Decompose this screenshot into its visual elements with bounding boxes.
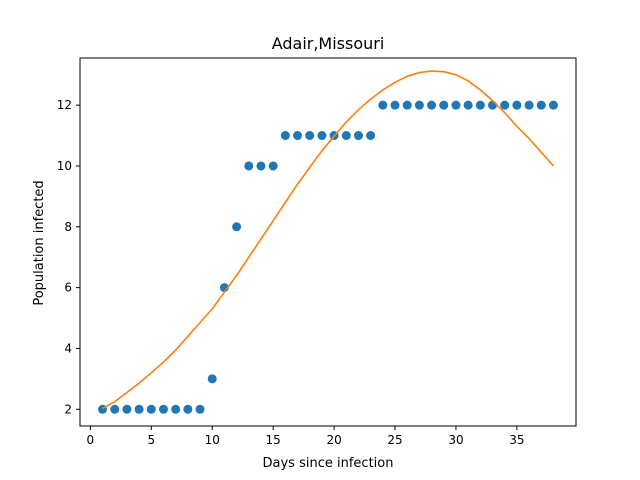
data-point (536, 100, 546, 110)
data-point (512, 100, 522, 110)
data-point (524, 100, 534, 110)
data-point (244, 161, 254, 171)
data-point (207, 374, 217, 384)
data-point (305, 131, 315, 141)
x-tick-label: 35 (509, 433, 524, 447)
data-point (341, 131, 351, 141)
data-point (146, 404, 156, 414)
data-point (463, 100, 473, 110)
x-tick-label: 25 (387, 433, 402, 447)
data-point (475, 100, 485, 110)
x-tick-label: 0 (87, 433, 95, 447)
data-point (402, 100, 412, 110)
data-point (317, 131, 327, 141)
data-point (488, 100, 498, 110)
chart-title: Adair,Missouri (272, 34, 385, 53)
y-tick-label: 4 (64, 341, 72, 355)
y-tick-label: 12 (57, 98, 72, 112)
data-point (122, 404, 132, 414)
axes-frame (79, 57, 577, 427)
data-point (195, 404, 205, 414)
x-tick-label: 30 (448, 433, 463, 447)
data-point (439, 100, 449, 110)
x-tick-label: 15 (266, 433, 281, 447)
data-point (171, 404, 181, 414)
y-tick-label: 2 (64, 402, 72, 416)
x-axis: 0 5 10 15 20 25 30 35 (87, 426, 525, 447)
y-axis: 2 4 6 8 10 12 (57, 98, 80, 416)
data-point (110, 404, 120, 414)
data-point (183, 404, 193, 414)
y-tick-label: 8 (64, 220, 72, 234)
x-axis-label: Days since infection (263, 456, 394, 471)
x-tick-label: 20 (326, 433, 341, 447)
plot-area (98, 70, 558, 414)
data-point (280, 131, 290, 141)
y-tick-label: 6 (64, 281, 72, 295)
data-point (548, 100, 558, 110)
y-tick-label: 10 (57, 159, 72, 173)
data-point (378, 100, 388, 110)
data-point (268, 161, 278, 171)
data-point (256, 161, 266, 171)
data-point (390, 100, 400, 110)
data-point (500, 100, 510, 110)
data-point (451, 100, 461, 110)
x-tick-label: 5 (147, 433, 155, 447)
data-point (353, 131, 363, 141)
data-point (134, 404, 144, 414)
data-point (293, 131, 303, 141)
y-axis-label: Population infected (32, 180, 47, 305)
data-point (414, 100, 424, 110)
data-point (427, 100, 437, 110)
fit-line (102, 70, 555, 410)
data-point (158, 404, 168, 414)
data-point (232, 222, 242, 232)
data-point (366, 131, 376, 141)
x-tick-label: 10 (205, 433, 220, 447)
